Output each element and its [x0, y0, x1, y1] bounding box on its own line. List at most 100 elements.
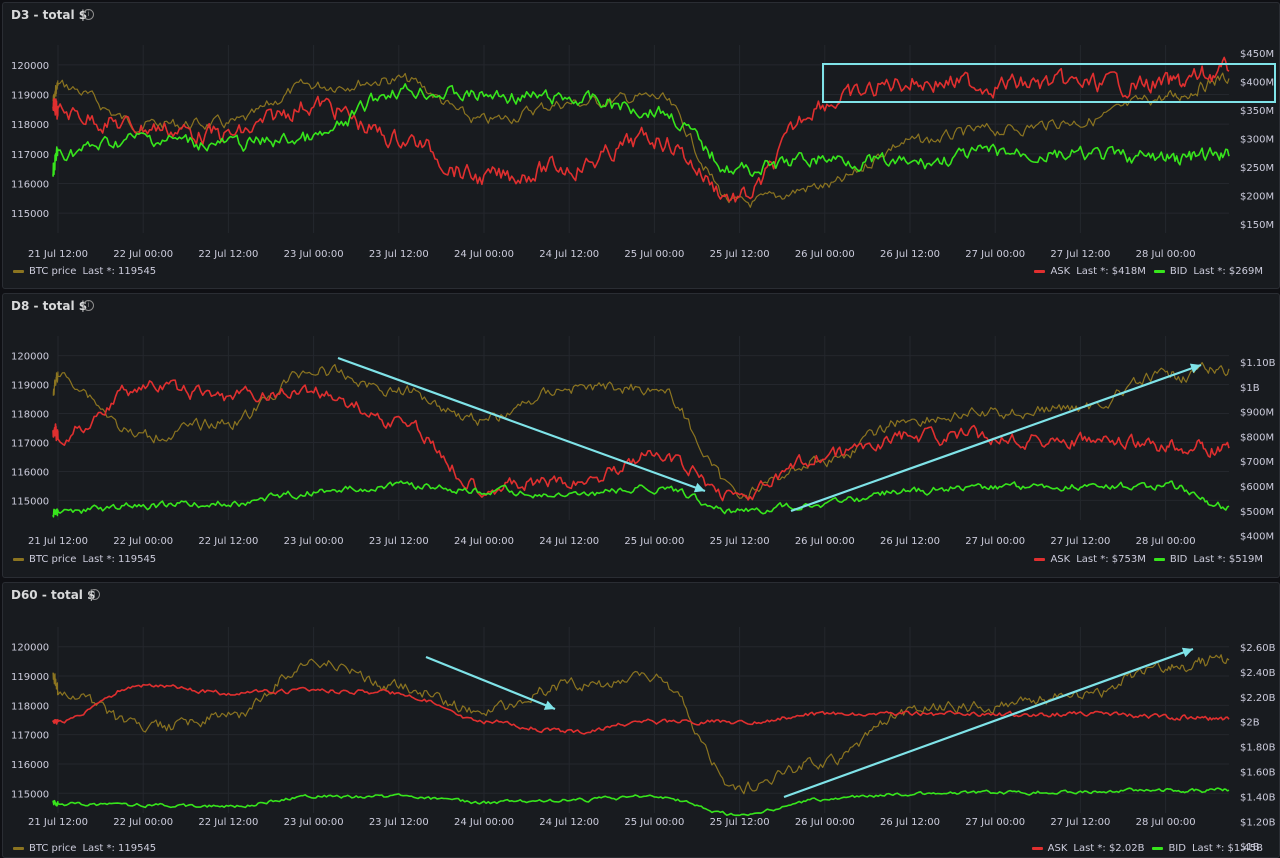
legend-last: Last *: $269M — [1193, 266, 1263, 277]
y-tick-label: 115000 — [11, 789, 49, 800]
ask-swatch — [1031, 847, 1043, 850]
y2-tick-label: $1.80B — [1240, 743, 1276, 754]
trend-arrow — [425, 655, 556, 711]
legend-name: ASK — [1047, 843, 1068, 854]
x-tick-label: 22 Jul 00:00 — [113, 536, 173, 547]
legend-btc[interactable]: BTC price Last *: 119545 — [13, 843, 156, 854]
legend-name: BTC price — [29, 843, 77, 854]
x-tick-label: 25 Jul 12:00 — [710, 817, 770, 828]
y2-tick-label: $1.20B — [1240, 817, 1276, 828]
y2-tick-label: $2.60B — [1240, 643, 1276, 654]
ask-swatch — [1034, 558, 1046, 561]
y2-tick-label: $350M — [1240, 106, 1274, 117]
panel-title: D8 - total $ — [11, 299, 88, 313]
legend-name: BID — [1169, 266, 1188, 277]
y2-tick-label: $300M — [1240, 135, 1274, 146]
x-tick-label: 28 Jul 00:00 — [1136, 536, 1196, 547]
trend-arrow — [790, 363, 1202, 513]
info-icon[interactable]: i — [83, 9, 94, 20]
y-tick-label: 115000 — [11, 496, 49, 507]
y2-tick-label: $400M — [1240, 78, 1274, 89]
x-tick-label: 21 Jul 12:00 — [28, 817, 88, 828]
y2-tick-label: $500M — [1240, 507, 1274, 518]
legend-bid[interactable]: BID Last *: $519M — [1153, 554, 1263, 565]
legend-left: BTC price Last *: 119545 — [13, 266, 156, 277]
x-tick-label: 26 Jul 00:00 — [795, 249, 855, 260]
trend-arrow — [337, 356, 706, 493]
legend-last: Last *: 119545 — [82, 266, 157, 277]
y-tick-label: 118000 — [11, 410, 49, 421]
legend-last: Last *: $2.02B — [1073, 843, 1145, 854]
series-line-ask — [52, 56, 1230, 203]
legend-last: Last *: 119545 — [82, 843, 157, 854]
legend-last: Last *: $1.45B — [1191, 843, 1263, 854]
series-line-btc — [52, 362, 1230, 500]
x-tick-label: 26 Jul 12:00 — [880, 536, 940, 547]
y2-tick-label: $2.20B — [1240, 693, 1276, 704]
legend-btc[interactable]: BTC price Last *: 119545 — [13, 554, 156, 565]
y-tick-label: 117000 — [11, 731, 49, 742]
arrow-head — [1189, 363, 1201, 374]
x-tick-label: 25 Jul 00:00 — [624, 249, 684, 260]
y-tick-label: 120000 — [11, 643, 49, 654]
series-line-bid — [52, 83, 1230, 177]
panel-d60: D60 - total $ i 120000 119000 118000 117000… — [2, 582, 1280, 858]
legend-name: BTC price — [29, 554, 77, 565]
y-tick-label: 118000 — [11, 120, 49, 131]
legend-last: Last *: $418M — [1076, 266, 1146, 277]
legend-last: Last *: $519M — [1193, 554, 1263, 565]
series-line-ask — [52, 379, 1230, 502]
x-tick-label: 22 Jul 00:00 — [113, 817, 173, 828]
x-tick-label: 24 Jul 00:00 — [454, 249, 514, 260]
legend-right: ASK Last *: $418M BID Last *: $269M — [1034, 266, 1263, 277]
x-tick-label: 26 Jul 12:00 — [880, 249, 940, 260]
legend-bid[interactable]: BID Last *: $269M — [1153, 266, 1263, 277]
chart-d60[interactable]: 120000 119000 118000 117000 116000 115000 $2.6… — [3, 583, 1279, 857]
x-tick-label: 27 Jul 12:00 — [1050, 536, 1110, 547]
y2-tick-label: $700M — [1240, 457, 1274, 468]
y2-tick-label: $2B — [1240, 718, 1260, 729]
x-tick-label: 24 Jul 00:00 — [454, 536, 514, 547]
legend-ask[interactable]: ASK Last *: $418M — [1034, 266, 1146, 277]
y2-tick-label: $1.40B — [1240, 792, 1276, 803]
x-tick-label: 23 Jul 12:00 — [369, 817, 429, 828]
x-tick-label: 27 Jul 12:00 — [1050, 817, 1110, 828]
x-tick-label: 26 Jul 12:00 — [880, 817, 940, 828]
x-tick-label: 24 Jul 00:00 — [454, 817, 514, 828]
btc-swatch — [13, 847, 24, 850]
chart-d8[interactable]: 120000 119000 118000 117000 116000 115000 $1.1… — [3, 294, 1279, 577]
x-tick-label: 23 Jul 12:00 — [369, 249, 429, 260]
legend-ask[interactable]: ASK Last *: $2.02B — [1031, 843, 1145, 854]
legend-name: BTC price — [29, 266, 77, 277]
legend-name: BID — [1169, 554, 1188, 565]
x-tick-label: 26 Jul 00:00 — [795, 817, 855, 828]
chart-d3[interactable]: 120000 119000 118000 117000 116000 115000 $450… — [3, 3, 1279, 288]
series-line-bid — [52, 787, 1230, 817]
legend-right: ASK Last *: $2.02B BID Last *: $1.45B — [1031, 843, 1263, 854]
legend-ask[interactable]: ASK Last *: $753M — [1034, 554, 1146, 565]
x-tick-label: 25 Jul 00:00 — [624, 817, 684, 828]
legend-left: BTC price Last *: 119545 — [13, 554, 156, 565]
x-tick-label: 23 Jul 00:00 — [284, 536, 344, 547]
legend-bid[interactable]: BID Last *: $1.45B — [1152, 843, 1263, 854]
info-icon[interactable]: i — [89, 589, 100, 600]
legend-btc[interactable]: BTC price Last *: 119545 — [13, 266, 156, 277]
x-tick-label: 27 Jul 12:00 — [1050, 249, 1110, 260]
legend-left: BTC price Last *: 119545 — [13, 843, 156, 854]
y-tick-label: 119000 — [11, 672, 49, 683]
legend-name: BID — [1168, 843, 1186, 854]
legend-last: Last *: $753M — [1076, 554, 1146, 565]
btc-swatch — [13, 558, 24, 561]
y-tick-label: 118000 — [11, 701, 49, 712]
info-icon[interactable]: i — [83, 300, 94, 311]
bid-swatch — [1153, 270, 1165, 273]
x-tick-label: 27 Jul 00:00 — [965, 249, 1025, 260]
x-tick-label: 24 Jul 12:00 — [539, 817, 599, 828]
arrow-head — [1181, 647, 1193, 658]
legend-last: Last *: 119545 — [82, 554, 157, 565]
arrow-head — [693, 482, 705, 493]
x-tick-label: 23 Jul 12:00 — [369, 536, 429, 547]
x-tick-label: 25 Jul 12:00 — [710, 249, 770, 260]
x-tick-label: 24 Jul 12:00 — [539, 536, 599, 547]
y2-tick-label: $150M — [1240, 220, 1274, 231]
